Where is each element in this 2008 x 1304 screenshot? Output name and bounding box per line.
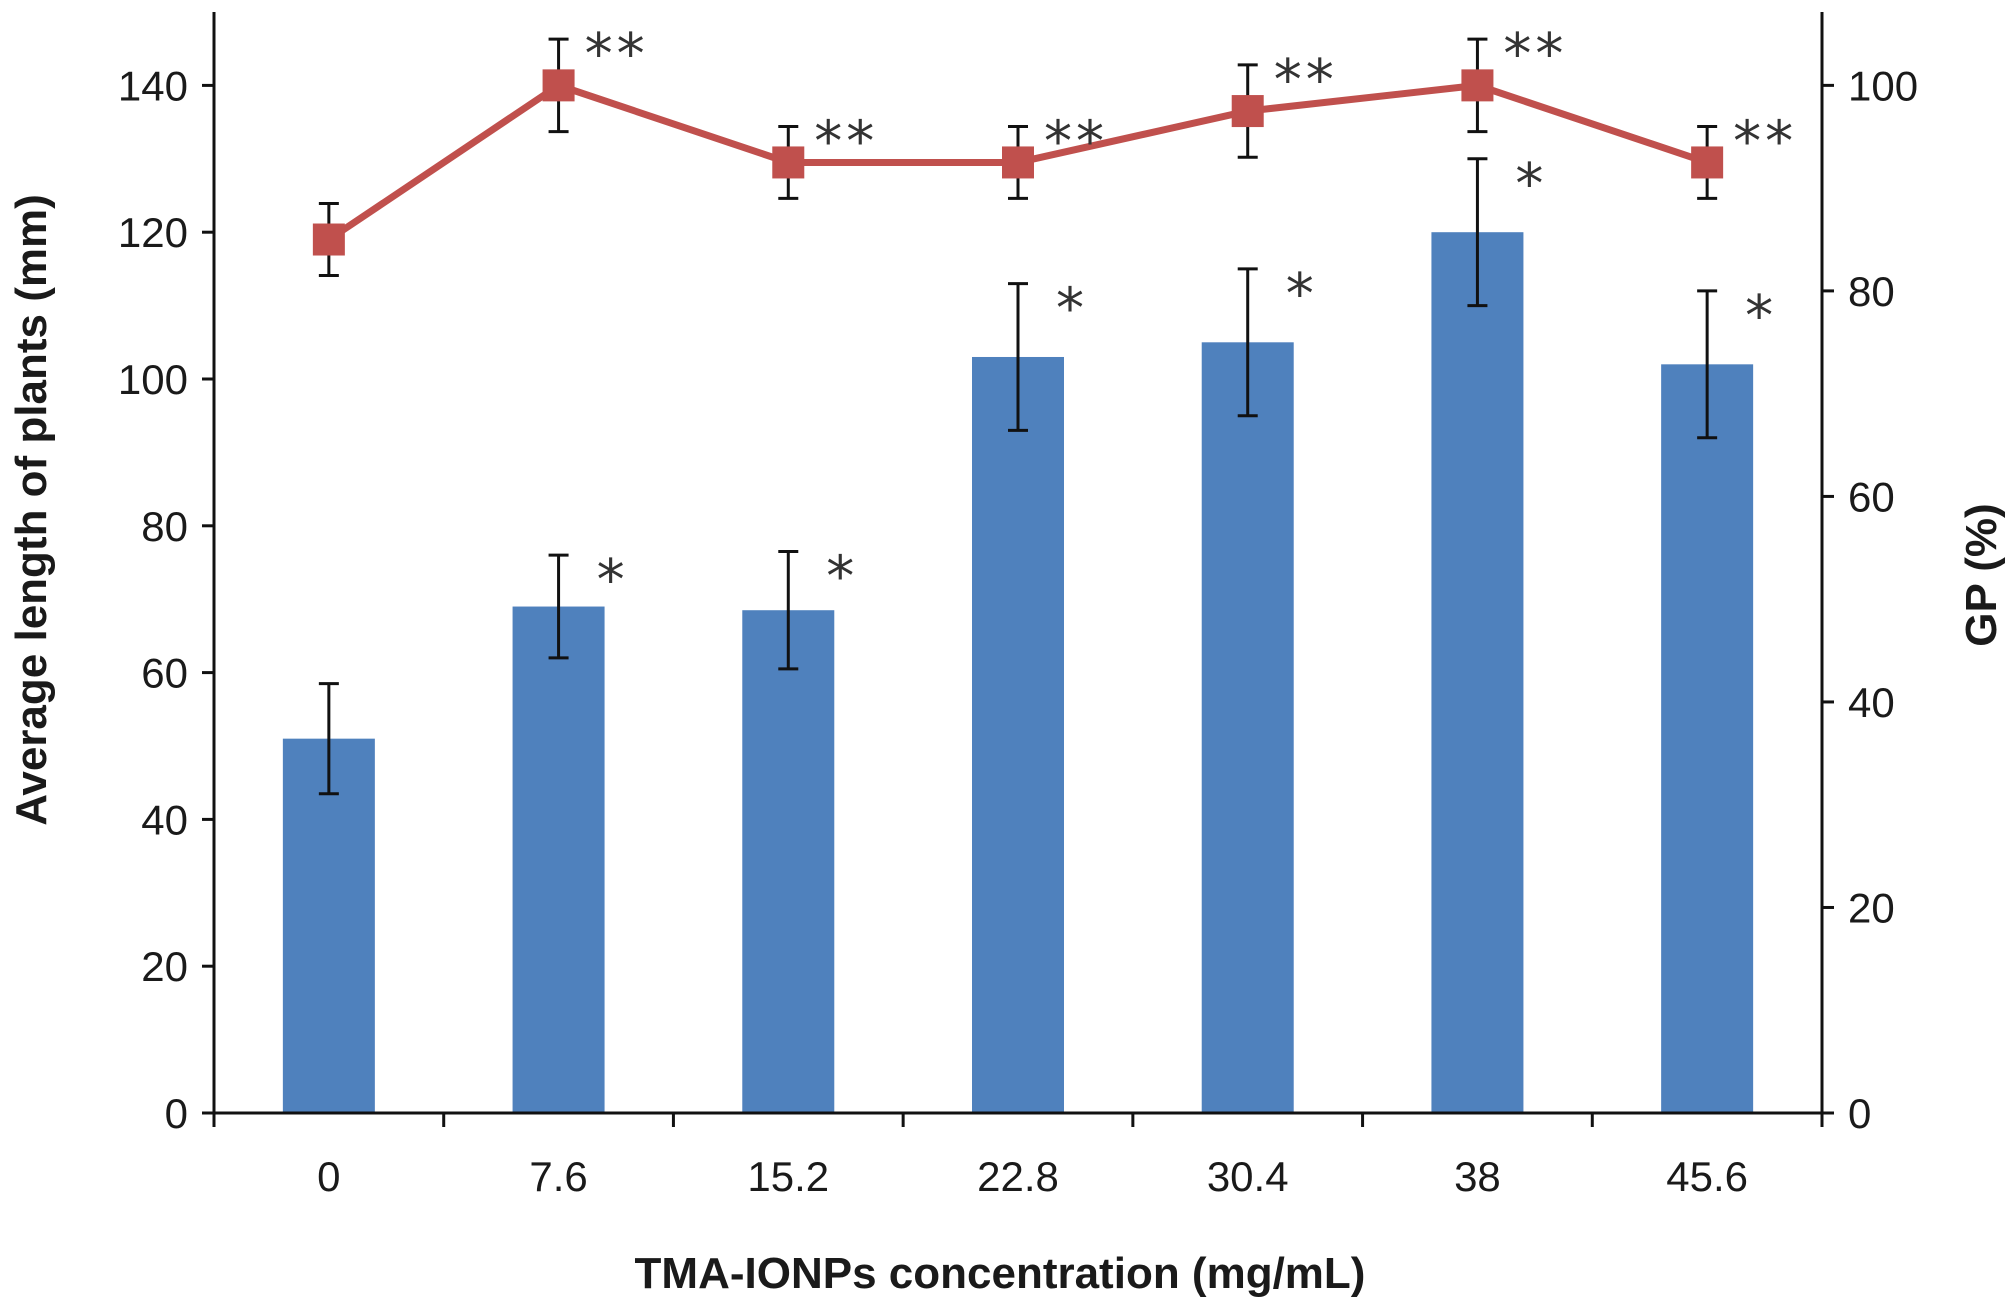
x-tick-label: 45.6	[1666, 1153, 1748, 1200]
y-tick-label: 40	[141, 796, 188, 843]
bar-significance-mark: *	[826, 544, 854, 609]
bar	[282, 738, 375, 1113]
bar-significance-mark: *	[1056, 277, 1084, 342]
y2-tick-label: 100	[1848, 62, 1918, 109]
y2-tick-label: 0	[1848, 1090, 1871, 1137]
x-tick-label: 30.4	[1207, 1153, 1289, 1200]
right-axis-ticks: 0 20 40 60 80 100	[1822, 62, 1918, 1137]
line-marker	[1002, 146, 1034, 179]
line-significance-mark: **	[814, 109, 878, 174]
line-significance-mark: **	[585, 22, 649, 87]
y-tick-label: 60	[141, 650, 188, 697]
x-tick-label: 0	[317, 1153, 340, 1200]
line-marker	[542, 69, 575, 102]
line-marker	[1231, 95, 1264, 128]
y2-tick-label: 40	[1848, 679, 1895, 726]
left-axis-ticks: 0 20 40 60 80 100 120 140	[118, 62, 214, 1137]
bar	[1661, 364, 1754, 1113]
bar-significance-marks: * * * * * *	[597, 152, 1774, 613]
x-axis-ticks: 0 7.6 15.2 22.8 30.4 38 45.6	[212, 1113, 1824, 1200]
bar	[972, 356, 1064, 1114]
y-tick-label: 120	[118, 209, 188, 256]
line-significance-mark: **	[1503, 22, 1567, 87]
y-tick-label: 140	[118, 62, 188, 109]
bar	[1201, 342, 1294, 1113]
line-marker	[772, 146, 805, 179]
line-marker	[1461, 69, 1494, 102]
y-tick-label: 0	[165, 1090, 188, 1137]
y2-tick-label: 80	[1848, 268, 1895, 315]
bar-significance-mark: *	[1745, 284, 1773, 349]
line-marker	[1691, 146, 1724, 179]
x-tick-label: 38	[1454, 1153, 1501, 1200]
bar-significance-mark: *	[1515, 152, 1543, 217]
bar	[512, 606, 605, 1113]
bar-series	[282, 232, 1754, 1114]
bar-significance-mark: *	[1286, 262, 1314, 327]
x-tick-label: 15.2	[747, 1153, 829, 1200]
y2-tick-label: 20	[1848, 884, 1895, 931]
line-significance-mark: **	[1044, 109, 1108, 174]
axes	[212, 12, 1824, 1115]
y-tick-label: 20	[141, 943, 188, 990]
y2-tick-label: 60	[1848, 473, 1895, 520]
y-tick-label: 100	[118, 356, 188, 403]
line-series	[312, 37, 1724, 277]
x-axis-title: TMA-IONPs concentration (mg/mL)	[635, 1249, 1366, 1298]
line-significance-mark: **	[1733, 109, 1797, 174]
line-significance-mark: **	[1274, 48, 1338, 113]
y2-axis-title: GP (%)	[1957, 503, 2006, 646]
y-tick-label: 80	[141, 503, 188, 550]
x-tick-label: 22.8	[977, 1153, 1059, 1200]
line-marker	[312, 223, 345, 256]
bar	[1431, 232, 1524, 1113]
bar	[742, 610, 835, 1113]
line-significance-marks: ** ** ** ** ** **	[585, 22, 1797, 174]
bar-error-bars	[318, 157, 1718, 796]
bar-significance-mark: *	[597, 548, 625, 613]
x-tick-label: 7.6	[529, 1153, 587, 1200]
y-axis-title: Average length of plants (mm)	[7, 194, 56, 826]
